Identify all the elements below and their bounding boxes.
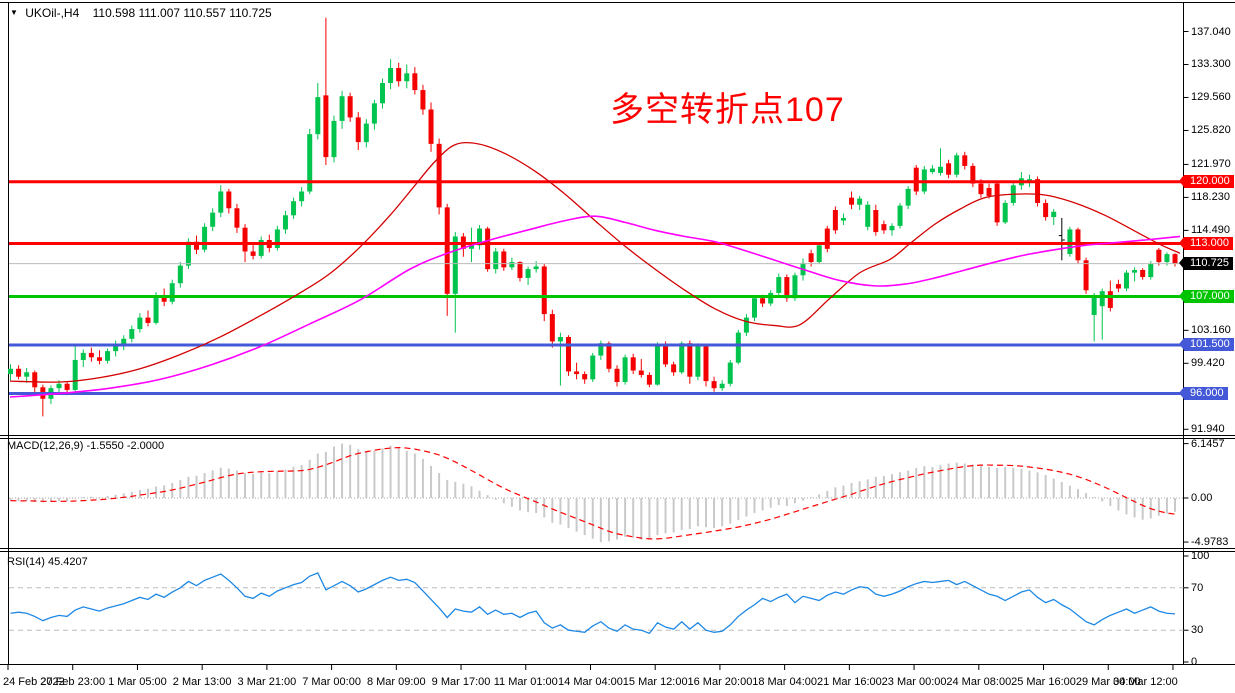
price-tag-96.000[interactable]: 96.000: [1179, 386, 1228, 400]
time-label: 8 Mar 09:00: [366, 676, 426, 688]
time-label: 3 Mar 21:00: [237, 676, 297, 688]
price-tag-110.725: 110.725: [1179, 257, 1233, 271]
annotation-text: 多空转折点107: [610, 91, 845, 129]
price-tick-label: 137.040: [1191, 25, 1231, 38]
price-tick-label: 129.560: [1191, 91, 1231, 104]
ohlc-values: 110.598 111.007 110.557 110.725: [92, 6, 272, 20]
price-tick-label: 103.160: [1191, 324, 1231, 337]
symbol-name: UKOil-,H4: [25, 6, 80, 20]
macd-indicator-label: MACD(12,26,9) -1.5550 -2.0000: [7, 440, 165, 452]
macd-tick-label: 6.1457: [1191, 437, 1225, 450]
price-tick-label: 91.940: [1191, 423, 1225, 436]
rsi-tick-label: 100: [1191, 550, 1210, 562]
price-tag-101.500[interactable]: 101.500: [1179, 338, 1234, 352]
time-label: 2 Mar 13:00: [172, 676, 232, 688]
symbol-header: ▼ UKOil-,H4 110.598 111.007 110.557 110.…: [10, 6, 272, 20]
time-label: 29 Mar 04:00: [1075, 676, 1141, 688]
time-label: 9 Mar 17:00: [431, 676, 491, 688]
rsi-indicator-label: RSI(14) 45.4207: [7, 556, 88, 568]
time-label: 18 Mar 04:00: [752, 676, 818, 688]
time-label: 1 Mar 05:00: [108, 676, 167, 688]
price-tick-label: 118.230: [1191, 191, 1230, 204]
macd-tick-label: -4.9783: [1191, 536, 1229, 549]
price-tag-107.000[interactable]: 107.000: [1179, 289, 1234, 303]
price-tick-label: 114.490: [1191, 224, 1230, 237]
time-label: 24 Mar 08:00: [946, 676, 1012, 688]
price-tick-label: 121.970: [1191, 158, 1231, 171]
time-label: 11 Mar 01:00: [493, 676, 558, 688]
chevron-down-icon[interactable]: ▼: [10, 8, 18, 17]
time-label: 27 Feb 23:00: [40, 676, 106, 688]
time-label: 30 Mar 12:00: [1112, 676, 1178, 688]
time-label: 24 Feb 2022: [3, 676, 65, 688]
time-label: 21 Mar 16:00: [816, 676, 882, 688]
price-tick-label: 125.820: [1191, 124, 1231, 137]
time-label: 25 Mar 16:00: [1011, 676, 1076, 688]
price-tick-label: 99.420: [1191, 357, 1225, 370]
time-label: 15 Mar 12:00: [622, 676, 688, 688]
rsi-tick-label: 70: [1191, 581, 1204, 594]
rsi-tick-label: 30: [1191, 624, 1204, 637]
price-tag-113.000[interactable]: 113.000: [1179, 237, 1233, 251]
time-label: 23 Mar 00:00: [881, 676, 947, 688]
time-label: 7 Mar 00:00: [302, 676, 361, 688]
price-tag-120.000[interactable]: 120.000: [1179, 175, 1234, 189]
rsi-tick-label: 0: [1191, 656, 1198, 668]
price-tick-label: 133.300: [1191, 58, 1231, 71]
time-label: 16 Mar 20:00: [687, 676, 753, 688]
time-label: 14 Mar 04:00: [558, 676, 623, 688]
macd-tick-label: 0.00: [1191, 492, 1213, 504]
